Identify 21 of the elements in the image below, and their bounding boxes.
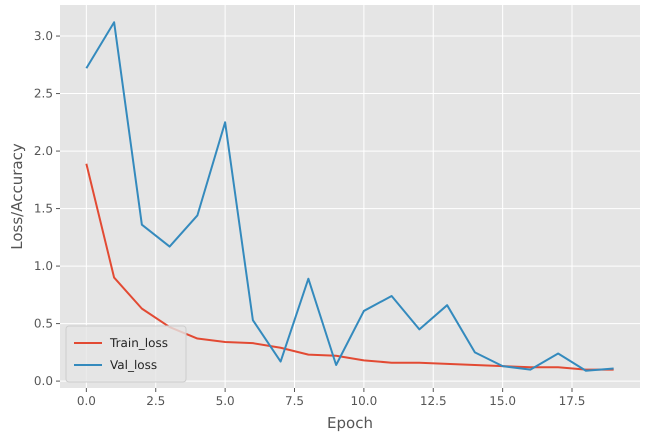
line-series — [85, 162, 615, 371]
x-tick-label: 17.5 — [558, 394, 586, 408]
y-tick-label: 2.5 — [34, 86, 53, 101]
x-tick-label: 10.0 — [350, 394, 378, 408]
x-tick-label: 2.5 — [146, 394, 166, 408]
y-tick-label: 0.5 — [34, 316, 53, 331]
x-tick-label: 7.5 — [284, 394, 304, 408]
y-tick-label: 1.0 — [34, 259, 53, 274]
y-tick-label: 1.5 — [34, 202, 53, 216]
x-tick-label: 15.0 — [489, 394, 516, 408]
y-tick-label: 0.0 — [34, 374, 53, 388]
legend-label: Train_loss — [109, 336, 168, 350]
line-series — [85, 21, 615, 372]
y-tick-label: 3.0 — [34, 29, 53, 44]
x-axis-title: Epoch — [327, 414, 373, 432]
x-tick-label: 5.0 — [216, 394, 235, 408]
x-tick-label: 0.0 — [76, 394, 96, 408]
legend-label: Val_loss — [110, 358, 158, 372]
y-tick-label: 2.0 — [34, 144, 53, 158]
y-axis-title: Loss/Accuracy — [8, 143, 26, 250]
x-tick-label: 12.5 — [420, 394, 447, 408]
